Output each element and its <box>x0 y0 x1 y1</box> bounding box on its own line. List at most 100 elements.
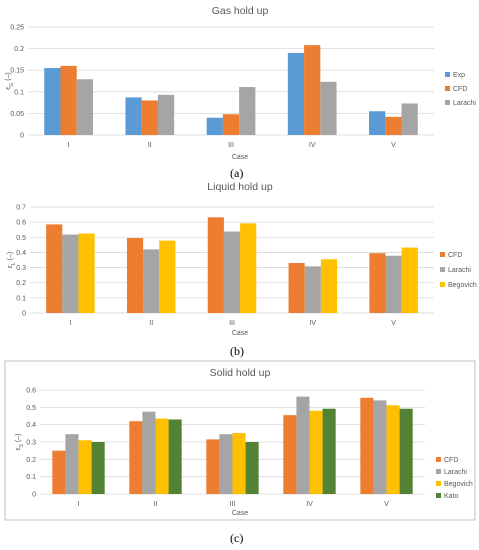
bar-larachi-v <box>373 400 387 494</box>
legend-swatch-exp <box>445 72 450 77</box>
bar-larachi-iii <box>219 434 233 494</box>
bar-cfd-iv <box>288 263 305 313</box>
bar-larachi-iv <box>320 81 337 135</box>
bar-cfd-iv <box>304 45 321 136</box>
legend-swatch-larachi <box>440 267 445 272</box>
x-tick-label: IV <box>309 142 316 149</box>
bar-cfd-v <box>360 397 374 494</box>
y-axis-label: εS (–) <box>15 434 25 451</box>
panel-label-a: (a) <box>230 166 244 180</box>
y-tick-label: 0.2 <box>14 46 24 53</box>
legend-swatch-begovich <box>440 282 445 287</box>
bar-larachi-ii <box>143 249 160 313</box>
legend-label-larachi: Larachi <box>448 267 471 274</box>
panel-label-c: (c) <box>230 531 244 545</box>
bar-exp-i <box>44 68 61 135</box>
bar-larachi-iii <box>239 87 256 135</box>
bar-kato-v <box>399 408 413 494</box>
legend-label-cfd: CFD <box>453 86 467 93</box>
y-tick-label: 0.3 <box>26 440 36 447</box>
y-tick-label: 0.7 <box>16 205 26 212</box>
x-tick-label: IV <box>306 501 313 508</box>
bar-cfd-iii <box>207 217 224 313</box>
bar-begovich-iv <box>309 410 323 494</box>
bar-larachi-iv <box>304 266 321 313</box>
x-tick-label: III <box>229 320 235 327</box>
bar-larachi-iv <box>296 396 310 494</box>
legend-label-kato: Kato <box>444 493 459 500</box>
bar-larachi-v <box>401 103 418 135</box>
y-tick-label: 0.4 <box>26 422 36 429</box>
bar-cfd-ii <box>141 100 158 135</box>
bar-cfd-iv <box>283 415 297 494</box>
y-axis-label: εG (–) <box>5 72 15 90</box>
bar-begovich-iii <box>240 223 257 313</box>
legend-swatch-larachi <box>436 469 441 474</box>
y-tick-label: 0 <box>20 133 24 140</box>
x-tick-label: I <box>69 320 71 327</box>
x-axis-label: Case <box>232 154 248 161</box>
legend-swatch-cfd <box>440 252 445 257</box>
bar-kato-iii <box>245 442 259 494</box>
bar-begovich-v <box>386 405 400 494</box>
legend-swatch-cfd <box>445 86 450 91</box>
x-tick-label: V <box>384 501 389 508</box>
legend-swatch-begovich <box>436 481 441 486</box>
x-tick-label: II <box>154 501 158 508</box>
y-tick-label: 0.5 <box>16 235 26 242</box>
bar-larachi-i <box>62 234 79 313</box>
bar-exp-iv <box>287 52 305 135</box>
y-tick-label: 0.6 <box>26 388 36 395</box>
bar-cfd-i <box>46 224 63 313</box>
legend-label-cfd: CFD <box>448 252 462 259</box>
chart-title: Gas hold up <box>212 5 269 17</box>
bar-exp-v <box>369 111 386 135</box>
legend-label-cfd: CFD <box>444 457 458 464</box>
x-tick-label: III <box>228 142 234 149</box>
bar-kato-ii <box>168 419 182 494</box>
x-tick-label: V <box>391 320 396 327</box>
x-tick-label: II <box>148 142 152 149</box>
y-tick-label: 0.05 <box>10 111 24 118</box>
y-tick-label: 0.6 <box>16 220 26 227</box>
bar-cfd-v <box>385 116 402 135</box>
legend-label-exp: Exp <box>453 72 465 79</box>
chart-title: Liquid hold up <box>207 181 273 193</box>
legend-label-larachi: Larachi <box>453 100 476 107</box>
y-tick-label: 0.2 <box>26 457 36 464</box>
bar-cfd-ii <box>129 421 143 494</box>
bar-cfd-ii <box>126 238 144 313</box>
bar-exp-iii <box>206 117 223 135</box>
bar-begovich-i <box>78 440 92 494</box>
chart-frame <box>4 360 476 521</box>
bar-begovich-v <box>401 247 418 313</box>
x-tick-label: V <box>391 142 396 149</box>
bar-kato-iv <box>322 408 336 494</box>
x-tick-label: I <box>68 142 70 149</box>
chart-title: Solid hold up <box>210 367 271 379</box>
legend-label-begovich: Begovich <box>444 481 473 488</box>
bar-cfd-iii <box>222 114 240 135</box>
x-tick-label: IV <box>309 320 316 327</box>
bar-kato-i <box>91 442 105 494</box>
y-tick-label: 0.3 <box>16 265 26 272</box>
bar-cfd-v <box>369 253 386 313</box>
y-tick-label: 0.1 <box>16 295 26 302</box>
bar-larachi-iii <box>223 231 241 313</box>
y-tick-label: 0.1 <box>26 474 36 481</box>
y-tick-label: 0 <box>32 492 36 499</box>
bar-cfd-iii <box>206 439 220 494</box>
bar-begovich-ii <box>159 240 176 313</box>
bar-larachi-ii <box>142 411 156 494</box>
y-axis-label: εL (–) <box>7 252 17 268</box>
legend-label-larachi: Larachi <box>444 469 467 476</box>
y-tick-label: 0.4 <box>16 250 26 257</box>
bar-larachi-i <box>76 79 93 135</box>
legend-swatch-kato <box>436 493 441 498</box>
bar-begovich-i <box>78 233 95 313</box>
bar-cfd-i <box>60 65 77 135</box>
y-tick-label: 0.1 <box>14 89 24 96</box>
